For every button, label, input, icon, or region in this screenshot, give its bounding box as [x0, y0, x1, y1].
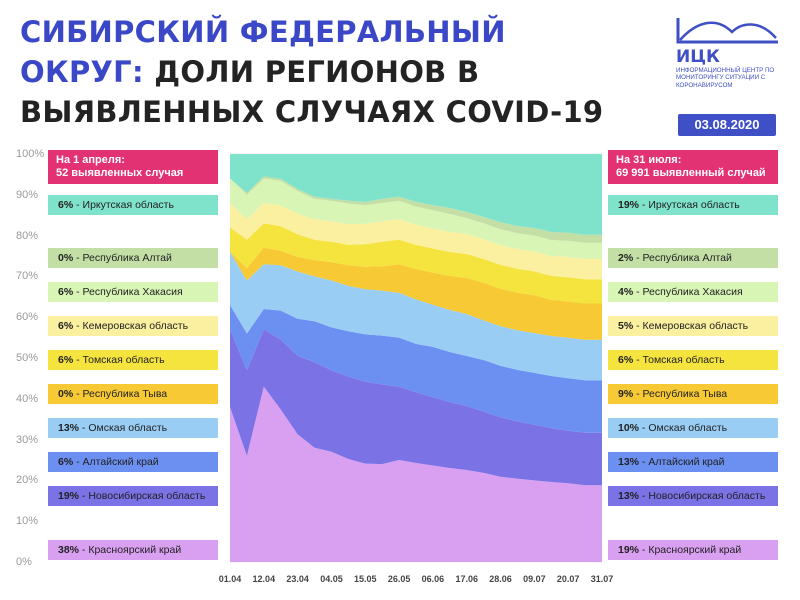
- legend-label-end: 13% - Новосибирская область: [608, 486, 778, 506]
- area-series-6: [230, 223, 602, 304]
- legend-label-end: 5% - Кемеровская область: [608, 316, 778, 336]
- info-start-line2: 52 выявленных случая: [56, 167, 184, 179]
- legend-label-end: 4% - Республика Хакасия: [608, 282, 778, 302]
- x-tick-label: 31.07: [590, 574, 614, 584]
- legend-label-start: 19% - Новосибирская область: [48, 486, 218, 506]
- x-tick-label: 28.06: [489, 574, 512, 584]
- area-series-8: [230, 178, 602, 259]
- y-tick-label: 10%: [16, 515, 39, 528]
- y-tick-label: 0%: [16, 556, 32, 568]
- area-series-7: [230, 203, 602, 280]
- legend-label-end: 19% - Иркутская область: [608, 195, 778, 215]
- legend-label-end: 2% - Республика Алтай: [608, 248, 778, 268]
- legend-label-end: 19% - Красноярский край: [608, 540, 778, 560]
- legend-label-start: 6% - Кемеровская область: [48, 316, 218, 336]
- x-tick-label: 12.04: [252, 574, 276, 584]
- info-end-line1: На 31 июля:: [616, 154, 682, 166]
- x-tick-label: 15.05: [354, 574, 377, 584]
- legend-label-start: 6% - Республика Хакасия: [48, 282, 218, 302]
- x-tick-label: 04.05: [320, 574, 343, 584]
- info-end-line2: 69 991 выявленный случай: [616, 167, 766, 179]
- y-tick-label: 80%: [16, 229, 39, 242]
- area-series-2: [230, 329, 602, 486]
- legend-label-start: 0% - Республика Тыва: [48, 384, 218, 404]
- area-series-4: [230, 251, 602, 381]
- area-series-3: [230, 305, 602, 433]
- y-tick-label: 30%: [16, 433, 39, 446]
- logo: ИЦК ИНФОРМАЦИОННЫЙ ЦЕНТР ПО МОНИТОРИНГУ …: [676, 14, 786, 89]
- x-tick-label: 09.07: [523, 574, 546, 584]
- logo-subtitle: ИНФОРМАЦИОННЫЙ ЦЕНТР ПО МОНИТОРИНГУ СИТУ…: [676, 67, 775, 89]
- y-tick-label: 70%: [16, 270, 39, 283]
- legend-label-end: 10% - Омская область: [608, 418, 778, 438]
- y-tick-label: 100%: [16, 148, 45, 160]
- logo-mark-icon: [676, 18, 778, 44]
- title-rest: ДОЛИ РЕГИОНОВ В ВЫЯВЛЕННЫХ СЛУЧАЯХ COVID…: [20, 55, 604, 129]
- area-series-9: [230, 176, 602, 243]
- y-tick-label: 60%: [16, 311, 39, 324]
- legend-label-end: 13% - Алтайский край: [608, 452, 778, 472]
- legend-label-end: 9% - Республика Тыва: [608, 384, 778, 404]
- chart-title: СИБИРСКИЙ ФЕДЕРАЛЬНЫЙ ОКРУГ: ДОЛИ РЕГИОН…: [20, 12, 640, 132]
- x-tick-label: 17.06: [455, 574, 478, 584]
- legend-label-start: 6% - Алтайский край: [48, 452, 218, 472]
- legend-label-start: 0% - Республика Алтай: [48, 248, 218, 268]
- area-series-1: [230, 386, 602, 562]
- y-tick-label: 50%: [16, 352, 39, 364]
- y-tick-label: 90%: [16, 188, 39, 201]
- legend-label-start: 6% - Томская область: [48, 350, 218, 370]
- legend-label-start: 6% - Иркутская область: [48, 195, 218, 215]
- legend-label-start: 38% - Красноярский край: [48, 540, 218, 560]
- area-series-5: [230, 247, 602, 340]
- logo-name: ИЦК: [676, 47, 720, 67]
- area-series-10: [230, 154, 602, 235]
- info-box-end: На 31 июля: 69 991 выявленный случай: [608, 150, 778, 184]
- x-tick-label: 01.04: [218, 574, 242, 584]
- y-tick-label: 20%: [16, 474, 39, 487]
- legend-label-start: 13% - Омская область: [48, 418, 218, 438]
- x-tick-label: 20.07: [556, 574, 580, 584]
- date-badge: 03.08.2020: [678, 114, 776, 136]
- x-tick-label: 23.04: [286, 574, 309, 584]
- x-tick-label: 26.05: [387, 574, 411, 584]
- x-tick-label: 06.06: [421, 574, 445, 584]
- y-tick-label: 40%: [16, 392, 39, 405]
- legend-label-end: 6% - Томская область: [608, 350, 778, 370]
- title-accent: СИБИРСКИЙ ФЕДЕРАЛЬНЫЙ ОКРУГ:: [20, 15, 506, 89]
- info-start-line1: На 1 апреля:: [56, 154, 125, 166]
- info-box-start: На 1 апреля: 52 выявленных случая: [48, 150, 218, 184]
